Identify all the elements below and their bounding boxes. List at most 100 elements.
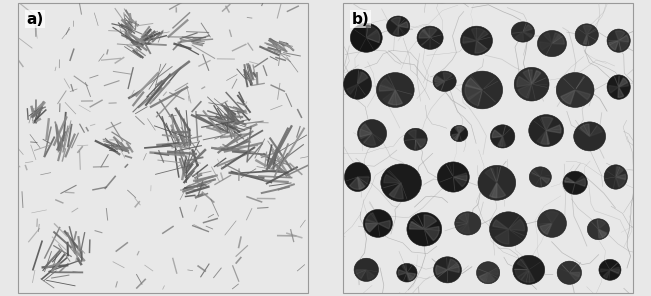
- Polygon shape: [523, 70, 533, 84]
- Polygon shape: [540, 223, 552, 234]
- Polygon shape: [521, 270, 534, 282]
- Ellipse shape: [450, 126, 468, 141]
- Ellipse shape: [557, 73, 594, 107]
- Polygon shape: [532, 71, 541, 84]
- Polygon shape: [456, 127, 464, 133]
- Polygon shape: [609, 86, 618, 93]
- Polygon shape: [419, 29, 430, 38]
- Ellipse shape: [404, 128, 427, 150]
- Polygon shape: [580, 124, 590, 136]
- Ellipse shape: [599, 259, 621, 280]
- Polygon shape: [366, 213, 378, 223]
- Polygon shape: [465, 85, 482, 100]
- Polygon shape: [383, 90, 395, 104]
- Polygon shape: [452, 133, 459, 140]
- Polygon shape: [542, 117, 553, 131]
- Polygon shape: [459, 223, 470, 233]
- Ellipse shape: [381, 164, 421, 202]
- Polygon shape: [552, 34, 564, 44]
- Polygon shape: [597, 220, 605, 229]
- Polygon shape: [508, 219, 525, 231]
- Polygon shape: [616, 167, 623, 177]
- Ellipse shape: [574, 122, 605, 151]
- Polygon shape: [532, 170, 540, 177]
- Polygon shape: [603, 270, 610, 278]
- Ellipse shape: [529, 115, 564, 147]
- Ellipse shape: [376, 73, 414, 107]
- Polygon shape: [484, 273, 495, 282]
- Polygon shape: [384, 175, 401, 183]
- Polygon shape: [537, 131, 547, 144]
- Polygon shape: [380, 85, 395, 91]
- Polygon shape: [435, 81, 445, 87]
- Polygon shape: [357, 72, 368, 84]
- Polygon shape: [357, 176, 368, 188]
- Polygon shape: [517, 76, 532, 87]
- Polygon shape: [598, 229, 606, 238]
- Ellipse shape: [396, 263, 417, 282]
- Polygon shape: [523, 32, 533, 38]
- Polygon shape: [552, 33, 561, 44]
- Polygon shape: [366, 223, 378, 232]
- Polygon shape: [363, 133, 376, 145]
- Polygon shape: [475, 41, 486, 53]
- Ellipse shape: [478, 165, 516, 200]
- Ellipse shape: [557, 261, 581, 284]
- Polygon shape: [447, 264, 460, 273]
- Ellipse shape: [607, 75, 630, 99]
- Ellipse shape: [460, 26, 492, 55]
- Polygon shape: [515, 32, 523, 41]
- Polygon shape: [381, 78, 395, 90]
- Polygon shape: [357, 177, 365, 189]
- Polygon shape: [415, 139, 426, 147]
- Polygon shape: [618, 41, 628, 51]
- Polygon shape: [366, 219, 378, 231]
- Polygon shape: [610, 267, 619, 274]
- Polygon shape: [583, 35, 587, 44]
- Polygon shape: [518, 84, 532, 98]
- Ellipse shape: [344, 163, 370, 192]
- Polygon shape: [471, 28, 484, 41]
- Polygon shape: [618, 36, 628, 42]
- Polygon shape: [615, 31, 625, 41]
- Polygon shape: [575, 178, 585, 186]
- Polygon shape: [540, 42, 552, 50]
- Polygon shape: [618, 87, 624, 97]
- Polygon shape: [546, 212, 559, 223]
- Polygon shape: [388, 90, 402, 105]
- Polygon shape: [467, 90, 482, 106]
- Polygon shape: [575, 176, 585, 184]
- Polygon shape: [391, 17, 400, 26]
- Ellipse shape: [513, 255, 545, 284]
- Polygon shape: [618, 78, 628, 87]
- Polygon shape: [479, 273, 488, 282]
- Polygon shape: [347, 84, 357, 94]
- Ellipse shape: [511, 22, 534, 42]
- Polygon shape: [436, 266, 447, 275]
- Polygon shape: [443, 73, 452, 81]
- Polygon shape: [356, 270, 367, 274]
- Polygon shape: [609, 41, 618, 50]
- Polygon shape: [407, 273, 414, 281]
- Ellipse shape: [434, 257, 462, 283]
- Polygon shape: [356, 270, 367, 278]
- Polygon shape: [616, 174, 626, 179]
- Polygon shape: [517, 259, 529, 270]
- Ellipse shape: [538, 30, 566, 57]
- Ellipse shape: [350, 23, 382, 52]
- Polygon shape: [598, 229, 607, 237]
- Polygon shape: [367, 25, 378, 38]
- Ellipse shape: [490, 125, 515, 148]
- Polygon shape: [367, 30, 380, 43]
- Ellipse shape: [563, 171, 587, 194]
- Ellipse shape: [604, 165, 628, 189]
- Polygon shape: [498, 136, 506, 146]
- Polygon shape: [518, 270, 529, 280]
- Ellipse shape: [514, 67, 549, 101]
- Polygon shape: [484, 273, 495, 282]
- Ellipse shape: [387, 16, 409, 36]
- Polygon shape: [389, 183, 401, 197]
- Ellipse shape: [477, 262, 500, 284]
- Polygon shape: [408, 130, 416, 139]
- Polygon shape: [447, 259, 459, 270]
